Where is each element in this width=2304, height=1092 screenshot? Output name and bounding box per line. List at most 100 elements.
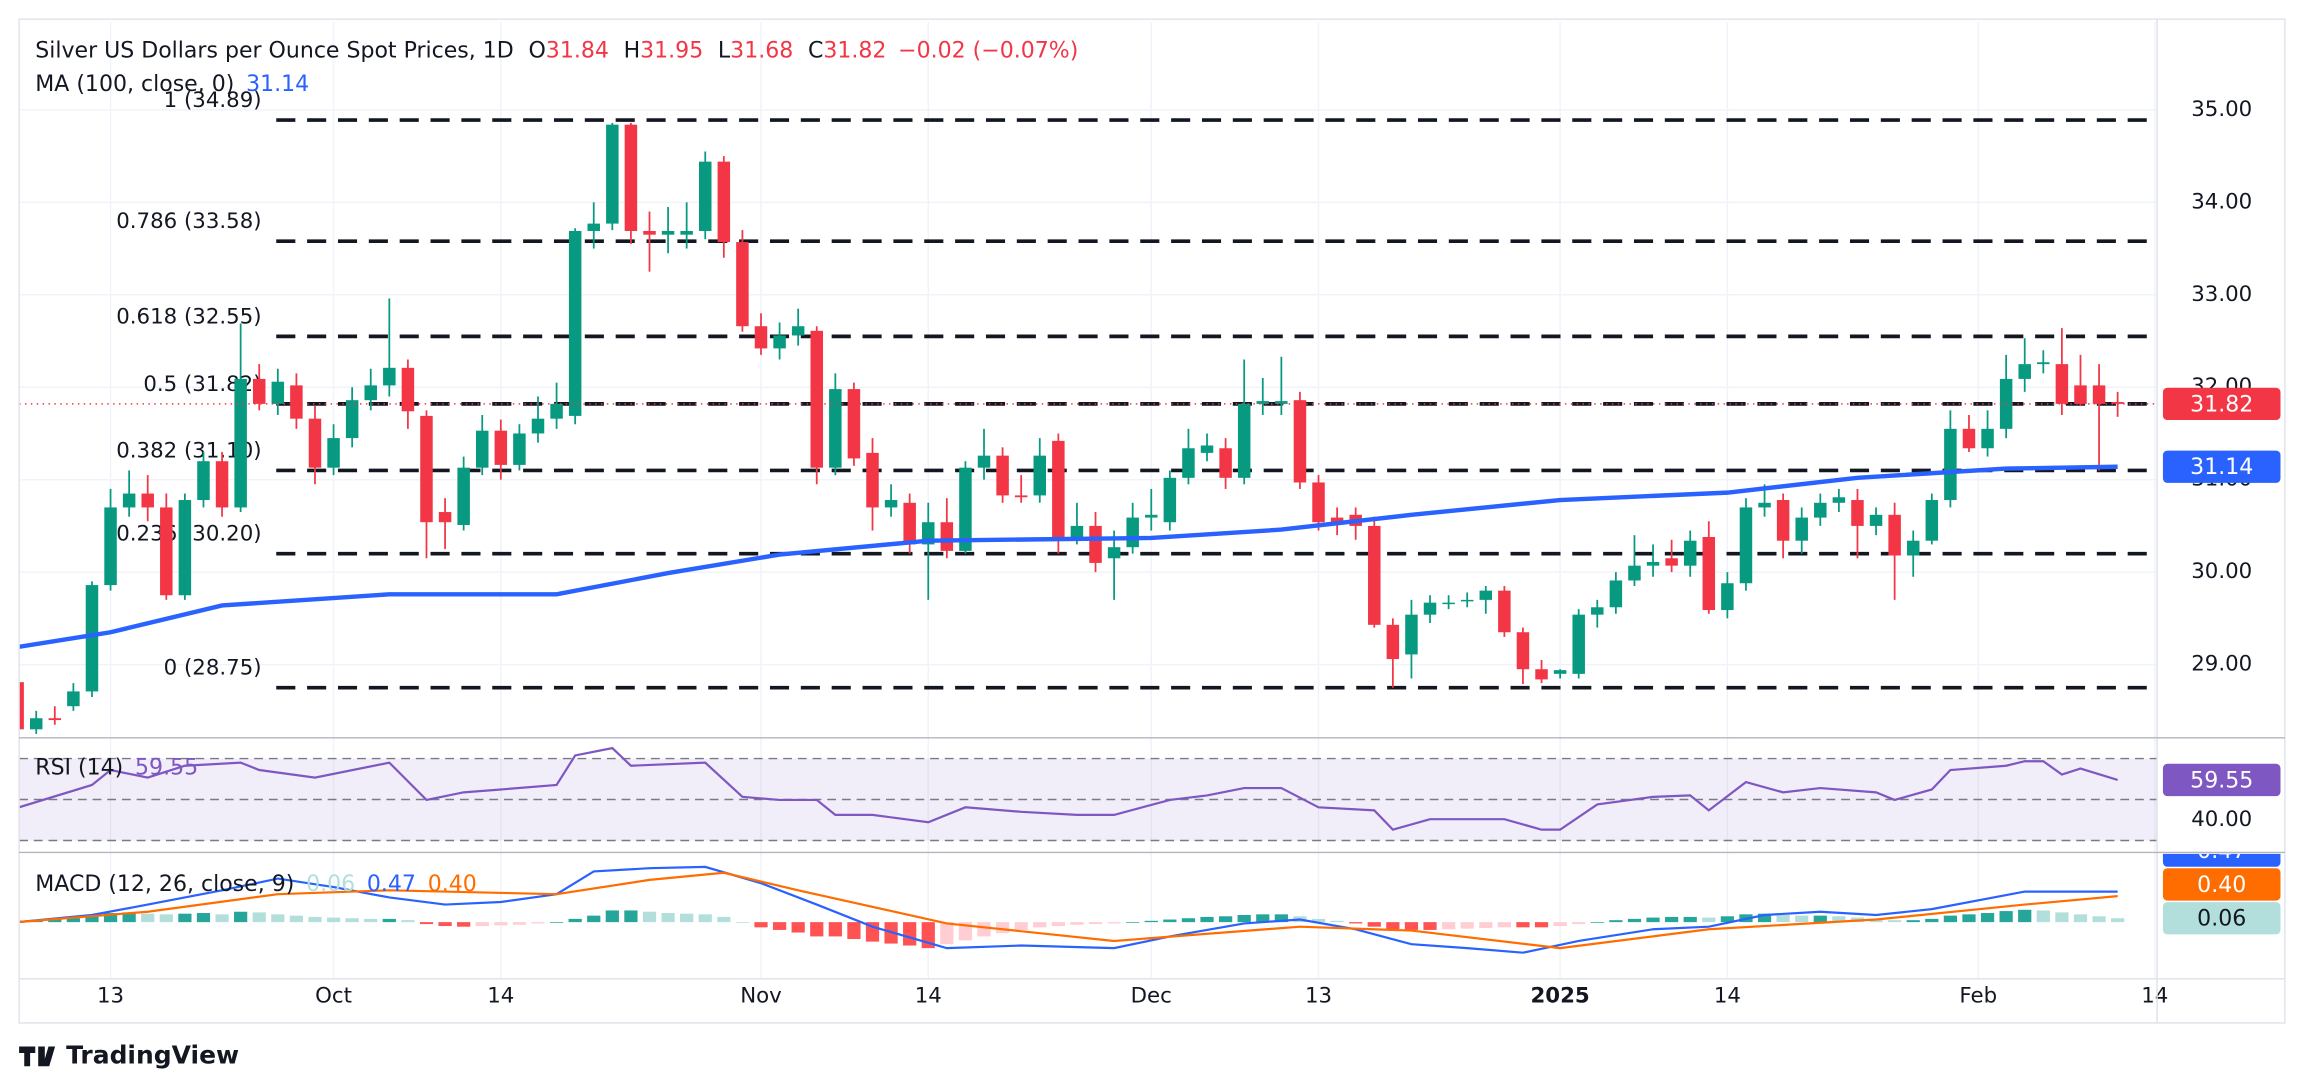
histogram-bar [2036, 910, 2050, 923]
candle [327, 424, 340, 476]
histogram-bar [289, 915, 304, 923]
candle [1832, 488, 1846, 513]
macd-name: MACD (12, 26, close, 9) [35, 872, 294, 897]
candle [1739, 498, 1753, 591]
candle-body [1572, 614, 1585, 674]
histogram-bar [1795, 915, 1809, 923]
candle [1089, 512, 1102, 573]
histogram-bar [252, 912, 266, 923]
macd-pane [19, 865, 2125, 954]
price-badge: 31.82 [2162, 387, 2281, 421]
histogram-bar [326, 917, 341, 923]
histogram-bar [1311, 918, 1326, 923]
histogram-bar [698, 914, 712, 923]
histogram-bar [754, 922, 768, 928]
candle-body [160, 507, 173, 596]
candle [2037, 350, 2050, 374]
candle-body [1293, 400, 1307, 483]
signal-value: 0.40 [428, 872, 477, 897]
price-badge: 31.14 [2162, 450, 2281, 483]
candle-body [866, 452, 879, 508]
candle [401, 359, 415, 429]
macd-value: 0.47 [367, 872, 416, 897]
candle [1609, 572, 1623, 614]
candle-body [1925, 500, 1939, 541]
price-pane: 0 (28.75)0.236 (30.20)0.382 (31.10)0.5 (… [19, 88, 2158, 734]
histogram-bar [159, 914, 173, 923]
legend: MA (100, close, 0) 31.14 [35, 72, 309, 97]
candle [234, 323, 247, 513]
histogram-bar [1163, 919, 1177, 923]
y-tick-label: 30.00 [2191, 559, 2252, 584]
badge-label: 0.47 [2197, 839, 2246, 864]
ohlc-value: 31.82 [823, 38, 886, 63]
histogram-bar [828, 922, 842, 937]
histogram-bar [1014, 922, 1028, 930]
candle [1033, 438, 1047, 503]
histogram-bar [475, 922, 489, 927]
histogram-bar [903, 922, 917, 946]
badge-label: 31.82 [2190, 392, 2253, 417]
price-change: −0.02 (−0.07%) [898, 38, 1078, 63]
candle-body [1107, 547, 1121, 559]
candle [866, 438, 879, 531]
candle-body [1981, 428, 1994, 449]
fib-label: 0.786 (33.58) [116, 209, 261, 234]
candle-body [1368, 525, 1381, 625]
histogram-bar [1683, 916, 1697, 923]
candle-body [736, 242, 749, 327]
candle [1795, 507, 1808, 554]
candle [1237, 359, 1251, 485]
brand: TradingView [66, 1041, 239, 1070]
candle [2055, 328, 2069, 415]
candle-body [587, 223, 600, 231]
badge-box [2162, 868, 2281, 901]
candle-body [1089, 525, 1102, 563]
candle-body [2111, 402, 2124, 404]
fib-label: 1 (34.89) [164, 88, 262, 113]
candle [1405, 599, 1418, 679]
candle-body [1126, 517, 1139, 548]
candle-body [401, 367, 415, 412]
legend: Silver US Dollars per Ounce Spot Prices,… [35, 38, 1078, 896]
candle [1628, 535, 1641, 587]
candle-body [1219, 448, 1232, 478]
candle [1275, 356, 1288, 415]
candle-body [903, 502, 916, 545]
candle [847, 382, 861, 466]
x-tick-label: Dec [1131, 983, 1172, 1008]
candle-body [475, 430, 489, 468]
candle-body [1851, 500, 1864, 526]
x-tick-label: 13 [1305, 983, 1332, 1008]
candle [736, 230, 749, 332]
candle [1386, 618, 1400, 688]
candle [699, 151, 712, 240]
candle-body [1330, 517, 1344, 523]
candle [531, 396, 545, 443]
candle-body [1182, 448, 1195, 478]
candle [940, 498, 954, 559]
rsi-line [19, 746, 2118, 831]
macd-line [19, 865, 2118, 954]
histogram-bar [1534, 922, 1549, 928]
histogram-bar [271, 914, 285, 923]
badge-label: 0.40 [2197, 873, 2246, 898]
candle-body [271, 381, 285, 404]
candle-body [1814, 502, 1827, 518]
histogram-bar [48, 919, 62, 923]
candle [587, 202, 600, 249]
candle [1591, 599, 1604, 628]
candle-body [1516, 632, 1530, 670]
macd-hist-value: 0.06 [306, 872, 355, 897]
candle-body [1758, 502, 1771, 508]
histogram-bar [1925, 918, 1939, 923]
histogram-bar [1237, 914, 1251, 923]
candle [2074, 354, 2087, 406]
candle [1014, 475, 1028, 503]
candle-body [829, 389, 842, 468]
candle [1721, 572, 1734, 619]
histogram-bar [940, 922, 954, 945]
candle-body [197, 461, 210, 501]
histogram-bar [717, 916, 731, 923]
histogram-bar [1126, 922, 1140, 923]
